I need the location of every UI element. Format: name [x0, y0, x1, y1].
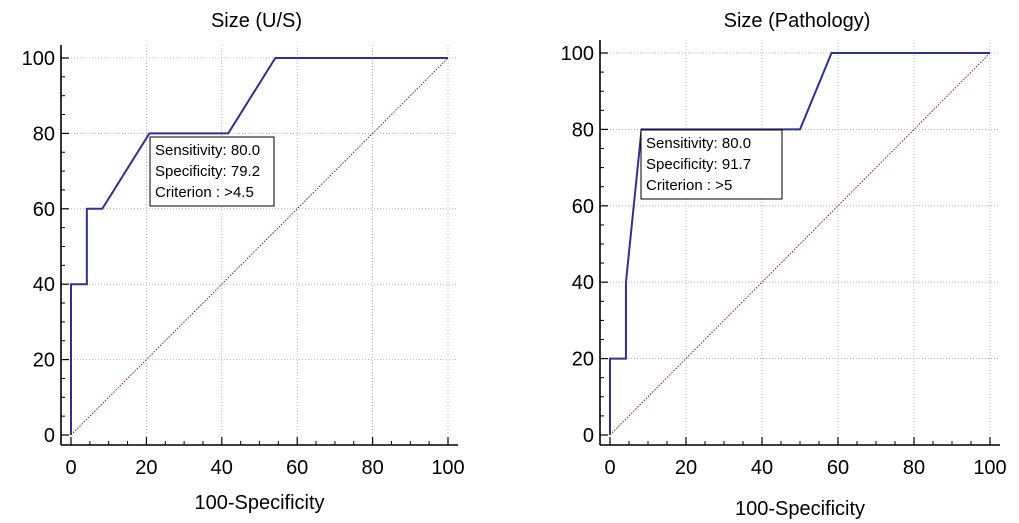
x-tick-label: 0 — [65, 457, 76, 479]
y-tick-label: 80 — [572, 119, 594, 141]
roc-chart-1: 0 20 40 60 80 100 0 20 40 60 80 100 Size (U/S) 100-Sp… — [22, 10, 465, 514]
annotation-line-2: Specificity: 79.2 — [155, 163, 260, 180]
x-tick-label: 80 — [361, 457, 383, 479]
annotation-line-2: Specificity: 91.7 — [646, 156, 751, 173]
x-tick-label: 40 — [751, 457, 773, 479]
x-tick-label: 60 — [286, 457, 308, 479]
roc-chart-2: 0 20 40 60 80 100 0 20 40 60 80 100 Size (Pathology)… — [561, 10, 1007, 520]
x-axis-label: 100-Specificity — [194, 492, 324, 514]
y-tick-label: 40 — [33, 274, 55, 296]
reference-diagonal-line — [609, 52, 991, 436]
x-tick-label: 0 — [604, 457, 615, 479]
criterion-annotation: Sensitivity: 80.0 Specificity: 79.2 Criter… — [149, 136, 275, 207]
reference-diagonal-line — [70, 57, 449, 436]
annotation-line-3: Criterion : >5 — [646, 177, 732, 194]
y-tick-label: 100 — [561, 43, 594, 65]
annotation-line-3: Criterion : >4.5 — [155, 184, 254, 201]
y-tick-label: 80 — [33, 123, 55, 145]
x-axis-label: 100-Specificity — [735, 498, 865, 520]
annotation-box — [640, 129, 783, 200]
annotation-line-1: Sensitivity: 80.0 — [155, 142, 260, 159]
y-tick-label: 60 — [33, 199, 55, 221]
y-tick-label: 100 — [22, 48, 55, 70]
annotation-line-1: Sensitivity: 80.0 — [646, 135, 751, 152]
y-tick-label: 40 — [572, 272, 594, 294]
x-tick-label: 100 — [973, 457, 1006, 479]
y-tick-label: 20 — [33, 350, 55, 372]
y-tick-label: 20 — [572, 349, 594, 371]
x-tick-label: 20 — [135, 457, 157, 479]
y-tick-label: 0 — [583, 425, 594, 447]
chart-title: Size (Pathology) — [724, 10, 871, 32]
y-tick-label: 0 — [44, 425, 55, 447]
criterion-annotation: Sensitivity: 80.0 Specificity: 91.7 Criter… — [640, 129, 783, 200]
chart-title: Size (U/S) — [211, 10, 302, 32]
x-tick-label: 40 — [211, 457, 233, 479]
annotation-box — [149, 136, 275, 207]
x-tick-label: 80 — [903, 457, 925, 479]
x-tick-label: 20 — [675, 457, 697, 479]
y-tick-label: 60 — [572, 196, 594, 218]
x-tick-label: 60 — [827, 457, 849, 479]
x-tick-label: 100 — [431, 457, 464, 479]
roc-curve-line — [609, 52, 990, 435]
